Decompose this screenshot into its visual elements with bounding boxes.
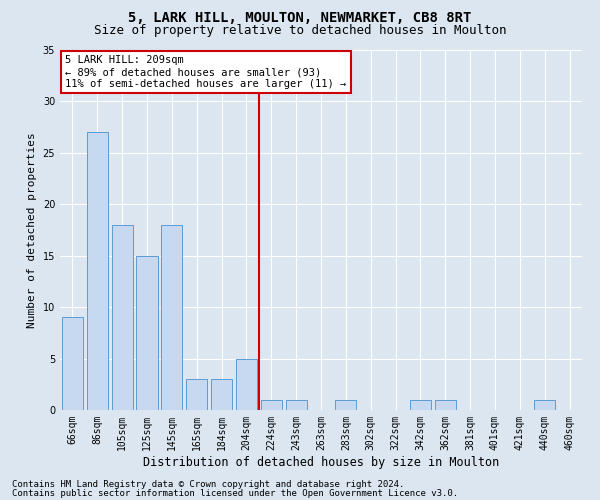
Bar <box>261 400 282 410</box>
Bar <box>410 400 431 410</box>
Bar <box>286 400 307 410</box>
Bar <box>136 256 158 410</box>
Bar <box>534 400 555 410</box>
Bar <box>236 358 257 410</box>
Bar <box>112 225 133 410</box>
Text: Size of property relative to detached houses in Moulton: Size of property relative to detached ho… <box>94 24 506 37</box>
Text: 5 LARK HILL: 209sqm
← 89% of detached houses are smaller (93)
11% of semi-detach: 5 LARK HILL: 209sqm ← 89% of detached ho… <box>65 56 346 88</box>
Bar <box>161 225 182 410</box>
Bar <box>186 379 207 410</box>
Text: Contains public sector information licensed under the Open Government Licence v3: Contains public sector information licen… <box>12 488 458 498</box>
X-axis label: Distribution of detached houses by size in Moulton: Distribution of detached houses by size … <box>143 456 499 468</box>
Bar <box>62 318 83 410</box>
Bar <box>435 400 456 410</box>
Bar <box>335 400 356 410</box>
Y-axis label: Number of detached properties: Number of detached properties <box>27 132 37 328</box>
Text: 5, LARK HILL, MOULTON, NEWMARKET, CB8 8RT: 5, LARK HILL, MOULTON, NEWMARKET, CB8 8R… <box>128 11 472 25</box>
Text: Contains HM Land Registry data © Crown copyright and database right 2024.: Contains HM Land Registry data © Crown c… <box>12 480 404 489</box>
Bar <box>87 132 108 410</box>
Bar <box>211 379 232 410</box>
